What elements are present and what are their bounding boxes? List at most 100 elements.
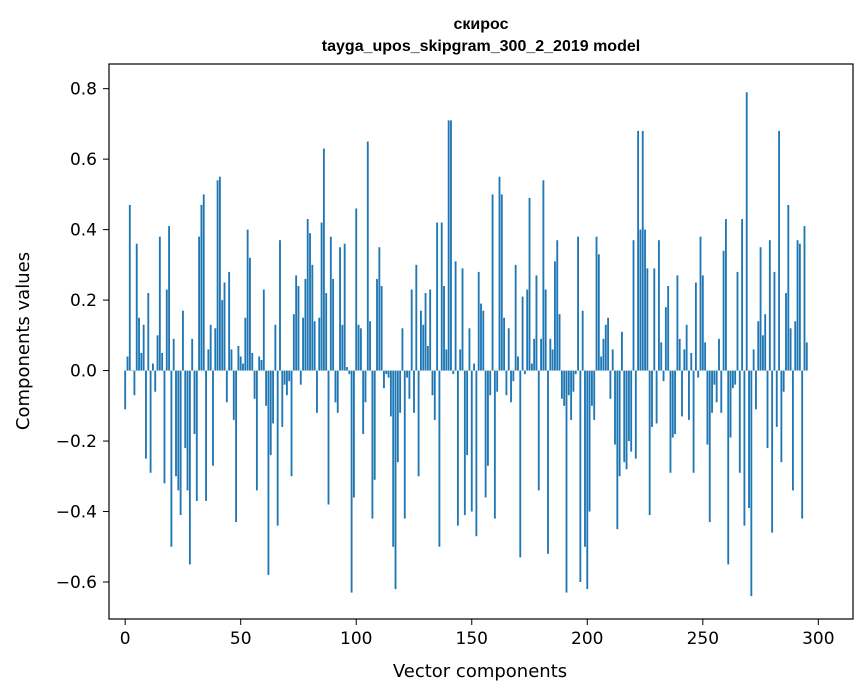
bar — [604, 324, 607, 371]
bar — [142, 324, 145, 371]
bar — [302, 317, 305, 371]
bar — [473, 363, 475, 371]
bar — [151, 363, 154, 371]
bar — [292, 314, 295, 371]
bar — [468, 328, 471, 371]
bar — [505, 370, 508, 396]
bar — [748, 370, 750, 508]
bar — [447, 120, 450, 371]
bar — [593, 370, 596, 420]
bar — [369, 321, 372, 371]
bar — [570, 370, 573, 420]
bar — [540, 338, 542, 371]
bar — [565, 370, 568, 593]
x-tick-label: 50 — [230, 629, 252, 649]
bar — [320, 222, 323, 371]
bar — [288, 370, 291, 382]
bar — [207, 349, 210, 371]
bar — [426, 345, 429, 371]
bar — [692, 370, 695, 473]
bar — [387, 370, 390, 378]
bar — [678, 338, 681, 371]
bar — [725, 219, 727, 371]
bar — [316, 370, 318, 413]
bar — [477, 271, 480, 371]
bar — [738, 370, 741, 473]
bar — [750, 370, 753, 597]
bar — [385, 370, 388, 375]
bar — [554, 261, 556, 371]
bar — [803, 226, 806, 371]
bar — [801, 370, 804, 519]
bar — [528, 197, 531, 371]
bar — [373, 370, 376, 480]
bar — [212, 370, 214, 466]
bar — [496, 370, 499, 392]
bar — [761, 335, 764, 371]
bar — [544, 289, 547, 371]
bar — [574, 370, 577, 375]
bar — [299, 370, 302, 385]
bar — [339, 247, 341, 371]
bar — [489, 370, 492, 396]
bar — [597, 254, 600, 371]
bar — [454, 261, 457, 371]
x-tick-label: 300 — [802, 629, 834, 649]
bar — [627, 370, 630, 442]
bar — [752, 349, 755, 371]
bar — [567, 370, 570, 396]
bar — [417, 370, 420, 477]
bar — [133, 370, 136, 396]
bar — [350, 370, 353, 593]
bar — [389, 370, 392, 417]
bar — [480, 303, 482, 371]
bar — [533, 338, 536, 371]
bar — [560, 370, 563, 399]
bar — [177, 370, 180, 491]
bar — [621, 331, 623, 371]
bar — [258, 356, 261, 371]
bar — [641, 130, 644, 371]
bar — [484, 370, 487, 498]
bar — [459, 349, 462, 371]
bar — [265, 370, 268, 406]
bar — [729, 370, 732, 438]
bar — [380, 286, 383, 371]
bar — [362, 370, 365, 434]
bar — [353, 370, 355, 498]
bar — [475, 370, 478, 537]
x-axis: 0 50 100 150 200 250 300 — [120, 619, 835, 649]
bar — [124, 370, 127, 410]
bar — [519, 370, 522, 558]
bar — [366, 141, 369, 371]
bar — [269, 370, 272, 456]
bar — [325, 293, 328, 371]
bar — [343, 243, 346, 371]
bar — [272, 370, 274, 424]
bar — [630, 370, 633, 452]
bar — [209, 324, 212, 371]
bar — [743, 370, 746, 526]
bar — [766, 370, 769, 449]
bar — [461, 268, 464, 371]
bar — [493, 370, 496, 519]
bar — [179, 370, 182, 516]
bar — [346, 367, 348, 371]
bar — [646, 268, 649, 371]
bar — [158, 236, 161, 371]
bar — [600, 356, 603, 371]
bar — [145, 370, 147, 459]
bar — [731, 370, 734, 389]
bar — [334, 370, 337, 403]
bar — [392, 370, 395, 547]
x-tick-label: 150 — [456, 629, 488, 649]
bar — [443, 286, 445, 371]
bar — [295, 275, 298, 371]
y-axis: −0.6 −0.4 −0.2 0.0 0.2 0.4 0.6 0.8 — [56, 80, 109, 593]
bar — [359, 328, 362, 371]
bar — [327, 370, 330, 505]
bar — [794, 321, 797, 371]
plot-frame — [108, 63, 854, 620]
